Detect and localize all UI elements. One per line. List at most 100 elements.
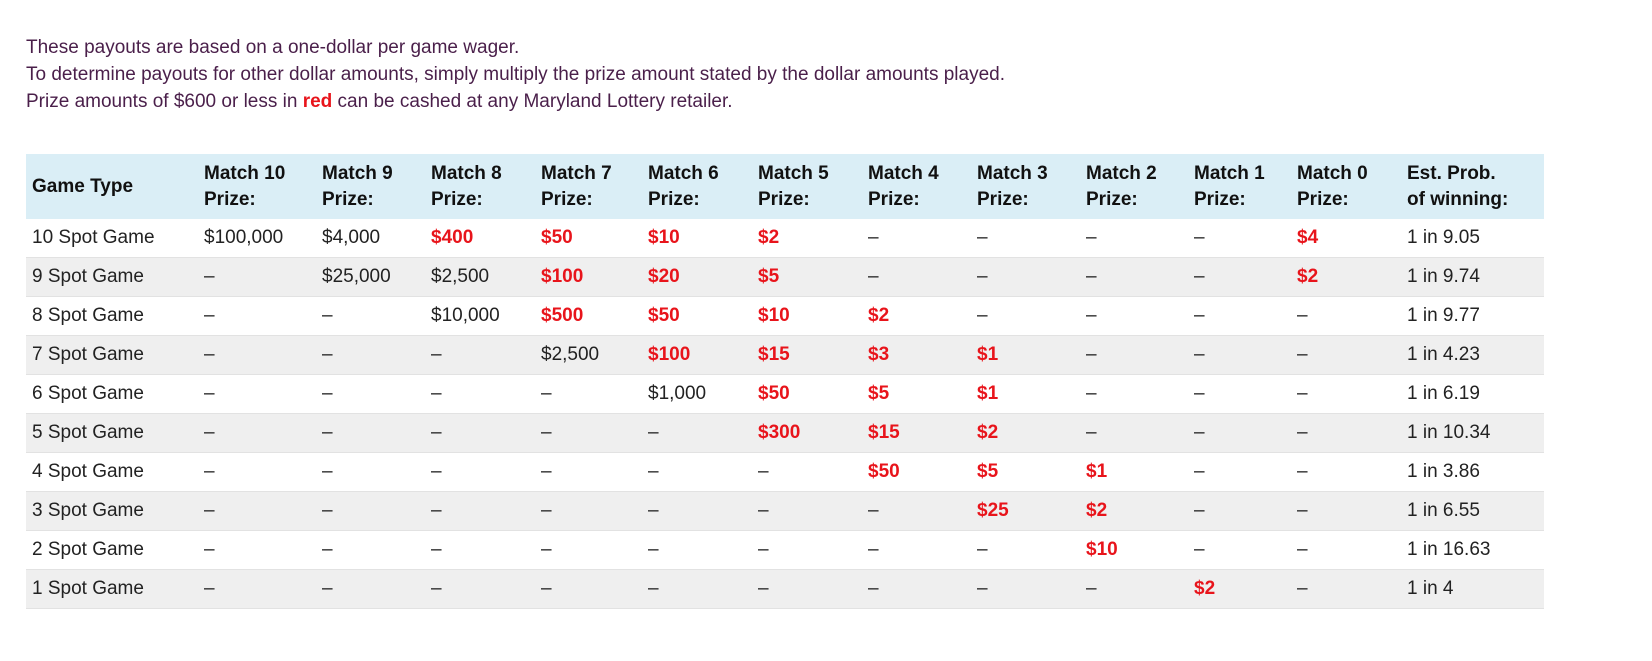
- prize-cell: $10,000: [425, 296, 535, 336]
- table-row: 1 Spot Game – – – – – – – – – $2–1 in 4: [26, 569, 1544, 609]
- prize-cell: –: [971, 530, 1080, 570]
- prize-cell: $4,000: [316, 219, 425, 258]
- payout-table: Game Type Match 10 Prize: Match 9 Prize: M…: [26, 154, 1544, 609]
- prize-cell: $50: [862, 452, 971, 492]
- prize-cell: –: [1291, 530, 1401, 570]
- prize-cell: –: [642, 530, 752, 570]
- prize-cell: –: [535, 452, 642, 492]
- probability-cell: 1 in 6.55: [1401, 491, 1544, 531]
- prize-cell: $20: [642, 257, 752, 297]
- prize-cell: $2: [1291, 257, 1401, 297]
- prize-cell: $100: [535, 257, 642, 297]
- table-row: 4 Spot Game – – – – – – $50 $5 $1– –1 in 3.86: [26, 452, 1544, 492]
- prize-cell: $4: [1291, 219, 1401, 258]
- prize-cell: –: [535, 491, 642, 531]
- prize-cell: –: [425, 335, 535, 375]
- prize-cell: –: [425, 374, 535, 414]
- prize-cell: –: [535, 569, 642, 609]
- prize-cell: –: [1291, 413, 1401, 453]
- prize-cell: –: [1188, 452, 1291, 492]
- prize-cell: –: [862, 257, 971, 297]
- header-match-7: Match 7 Prize:: [535, 154, 642, 219]
- game-type-cell: 7 Spot Game: [26, 335, 198, 375]
- prize-cell: –: [425, 569, 535, 609]
- prize-cell: –: [862, 530, 971, 570]
- prize-cell: –: [971, 257, 1080, 297]
- prize-cell: $3: [862, 335, 971, 375]
- prize-cell: –: [425, 530, 535, 570]
- intro-line-2: To determine payouts for other dollar am…: [26, 64, 1006, 85]
- header-match-8: Match 8 Prize:: [425, 154, 535, 219]
- prize-cell: –: [1291, 374, 1401, 414]
- prize-cell: $5: [752, 257, 862, 297]
- header-game-type: Game Type: [26, 154, 198, 219]
- prize-cell: $2: [1188, 569, 1291, 609]
- prize-cell: –: [535, 413, 642, 453]
- table-row: 5 Spot Game – – – – – $300 $15 $2– – –1 in 10.34: [26, 413, 1544, 453]
- header-match-1: Match 1 Prize:: [1188, 154, 1291, 219]
- prize-cell: $5: [971, 452, 1080, 492]
- game-type-cell: 8 Spot Game: [26, 296, 198, 336]
- table-row: 8 Spot Game – – $10,000 $500 $50 $10 $2– – – –1 in…: [26, 296, 1544, 336]
- prize-cell: –: [1188, 335, 1291, 375]
- table-row: 7 Spot Game – – – $2,500 $100 $15 $3 $1– – –1 in 4…: [26, 335, 1544, 375]
- prize-cell: –: [752, 452, 862, 492]
- prize-cell: –: [1188, 257, 1291, 297]
- prize-cell: –: [642, 569, 752, 609]
- probability-cell: 1 in 9.77: [1401, 296, 1544, 336]
- table-row: 10 Spot Game $100,000 $4,000 $400 $50 $10 $2– –…: [26, 219, 1544, 258]
- prize-cell: –: [316, 569, 425, 609]
- prize-cell: –: [1188, 530, 1291, 570]
- prize-cell: $2,500: [535, 335, 642, 375]
- table-row: 2 Spot Game – – – – – – – – $10– –1 in 16.63: [26, 530, 1544, 570]
- prize-cell: –: [1080, 413, 1188, 453]
- prize-cell: –: [862, 219, 971, 258]
- intro-line-1: These payouts are based on a one-dollar …: [26, 37, 520, 58]
- prize-cell: $1: [1080, 452, 1188, 492]
- header-match-2: Match 2 Prize:: [1080, 154, 1188, 219]
- prize-cell: $50: [752, 374, 862, 414]
- prize-cell: –: [752, 530, 862, 570]
- prize-cell: $5: [862, 374, 971, 414]
- header-match-9: Match 9 Prize:: [316, 154, 425, 219]
- prize-cell: $100: [642, 335, 752, 375]
- header-match-0: Match 0 Prize:: [1291, 154, 1401, 219]
- game-type-cell: 3 Spot Game: [26, 491, 198, 531]
- prize-cell: –: [971, 296, 1080, 336]
- prize-cell: –: [1291, 491, 1401, 531]
- prize-cell: $25: [971, 491, 1080, 531]
- table-row: 9 Spot Game – $25,000 $2,500 $100 $20 $5– – – – $2…: [26, 257, 1544, 297]
- prize-cell: –: [1080, 219, 1188, 258]
- header-match-3: Match 3 Prize:: [971, 154, 1080, 219]
- header-est-prob: Est. Prob. of winning:: [1401, 154, 1544, 219]
- game-type-cell: 1 Spot Game: [26, 569, 198, 609]
- prize-cell: –: [1188, 296, 1291, 336]
- prize-cell: –: [752, 491, 862, 531]
- prize-cell: $100,000: [198, 219, 316, 258]
- header-match-5: Match 5 Prize:: [752, 154, 862, 219]
- prize-cell: $2: [752, 219, 862, 258]
- probability-cell: 1 in 4.23: [1401, 335, 1544, 375]
- prize-cell: $2: [971, 413, 1080, 453]
- header-match-10: Match 10 Prize:: [198, 154, 316, 219]
- intro-line-3-before: Prize amounts of $600 or less in: [26, 91, 303, 112]
- prize-cell: –: [1080, 335, 1188, 375]
- probability-cell: 1 in 10.34: [1401, 413, 1544, 453]
- prize-cell: $15: [862, 413, 971, 453]
- prize-cell: $10: [752, 296, 862, 336]
- header-match-4: Match 4 Prize:: [862, 154, 971, 219]
- prize-cell: $2,500: [425, 257, 535, 297]
- game-type-cell: 10 Spot Game: [26, 219, 198, 258]
- prize-cell: –: [425, 452, 535, 492]
- prize-cell: –: [198, 569, 316, 609]
- table-row: 3 Spot Game – – – – – – – $25 $2– –1 in 6.55: [26, 491, 1544, 531]
- header-match-6: Match 6 Prize:: [642, 154, 752, 219]
- prize-cell: $50: [535, 219, 642, 258]
- probability-cell: 1 in 9.74: [1401, 257, 1544, 297]
- table-row: 6 Spot Game – – – – $1,000 $50 $5 $1– – –1 in 6.19: [26, 374, 1544, 414]
- prize-cell: –: [642, 413, 752, 453]
- prize-cell: –: [642, 491, 752, 531]
- prize-cell: –: [316, 413, 425, 453]
- prize-cell: $10: [1080, 530, 1188, 570]
- prize-cell: –: [198, 374, 316, 414]
